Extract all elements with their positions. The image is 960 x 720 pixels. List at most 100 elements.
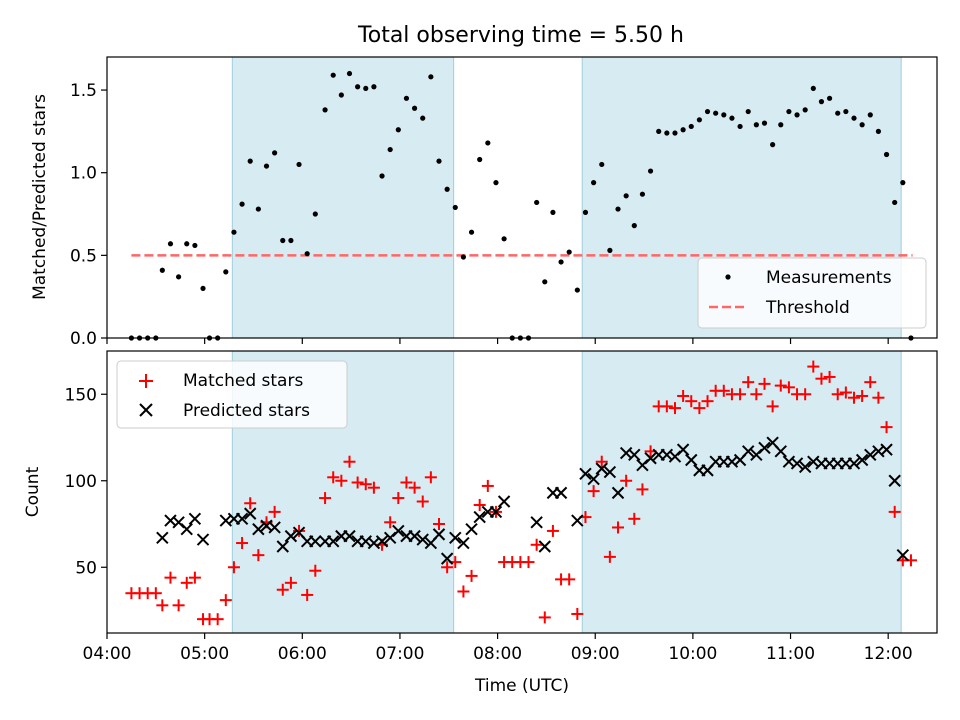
predicted-star-point-b [587,472,600,486]
measurement-point [867,112,873,118]
predicted-star-point [611,486,625,500]
predicted-star-point [473,510,486,524]
measurement-point [802,107,808,113]
measurement-point [607,247,613,253]
matched-star-point [587,485,600,498]
x-tick-label: 09:00 [571,644,620,664]
predicted-star-point-b [766,436,779,449]
matched-star-point [180,576,193,589]
predicted-star-point [408,529,421,543]
x-tick-label: 08:00 [473,644,522,664]
matched-star-point [823,370,836,383]
predicted-star-point [343,529,356,543]
predicted-star-point-b [276,540,289,553]
measurement-point [818,99,825,105]
measurement-point [159,267,165,273]
predicted-star-point-b [408,529,421,543]
measurement-point [280,237,286,244]
matched-star-point [392,492,405,505]
measurement-point [574,287,580,293]
measurement-point [176,274,182,280]
plot-frame-bottom [106,350,938,634]
predicted-star-point [571,514,584,527]
figure-title: Total observing time = 5.50 h [357,23,684,48]
measurement-point [485,140,491,146]
measurement-point [200,285,206,292]
matched-star-point [571,607,584,620]
predicted-star-point [188,512,202,526]
measurement-point [477,156,483,163]
predicted-star-point-b [268,521,281,534]
legend-label-predicted: Predicted stars [183,401,310,421]
predicted-star-point [855,453,869,467]
predicted-star-point [196,533,210,546]
measurement-point [859,122,865,128]
matched-star-point [164,571,177,584]
y-tick-label: 1.5 [70,81,97,101]
predicted-star-point [457,536,470,550]
measurement-point [493,180,499,186]
predicted-star-point [676,443,690,456]
predicted-star-point-b [888,474,901,487]
legend-box-bottom [116,360,348,429]
matched-star-point [701,395,714,408]
matched-star-point [758,377,771,390]
measurement-point [623,193,629,199]
matched-star-point [839,386,852,399]
predicted-star-point [888,474,901,487]
predicted-star-point [685,453,698,467]
matched-star-point [149,587,162,600]
predicted-star-point-b [416,533,429,546]
measurement-point [582,209,589,215]
predicted-star-point [180,522,193,536]
matched-star-point [888,505,901,518]
matched-star-point [774,379,787,392]
measurement-point [591,180,597,186]
matched-star-point [408,481,421,494]
matched-star-point [457,585,470,598]
measurement-point [721,112,727,118]
measurement-point [672,130,678,136]
predicted-star-point [416,533,429,546]
y-tick-label: 1.0 [70,164,97,184]
legend-marker-matched [139,374,153,388]
predicted-star-point-b [219,514,233,527]
predicted-star-point-b [595,462,608,475]
predicted-star-point-b [611,486,625,500]
matched-star-point [530,538,543,551]
predicted-star-point-b [644,452,657,465]
predicted-star-point-b [392,524,405,538]
predicted-star-point-b [367,536,381,550]
predicted-star-point-b [579,467,592,481]
predicted-star-point [554,486,568,500]
measurement-point [231,229,237,235]
predicted-star-point-b [244,507,257,520]
predicted-star-point-b [465,522,478,536]
measurement-point [330,72,336,78]
predicted-star-point [628,448,641,462]
matched-star-point [359,478,372,491]
measurement-point [704,108,711,115]
predicted-star-point [880,443,893,456]
predicted-star-point-b [449,531,462,545]
measurement-point [436,158,442,164]
measurement-point [239,201,245,207]
matched-star-point [717,384,730,397]
measurement-point [192,242,198,249]
predicted-star-point [774,445,787,458]
matched-star-point [742,376,755,389]
predicted-star-point [276,540,289,553]
predicted-star-point [284,529,298,543]
predicted-star-point-b [798,460,812,474]
matched-star-point [538,611,551,624]
measurement-point [363,85,369,92]
predicted-star-point [595,462,608,475]
matched-star-point [685,395,698,408]
predicted-star-point-b [235,512,249,526]
measurement-point [696,117,702,123]
measurement-point [737,123,743,130]
x-tick-label: 12:00 [864,644,913,664]
measurement-point [835,110,841,116]
measurement-point [680,127,686,133]
predicted-star-point-b [172,516,185,529]
